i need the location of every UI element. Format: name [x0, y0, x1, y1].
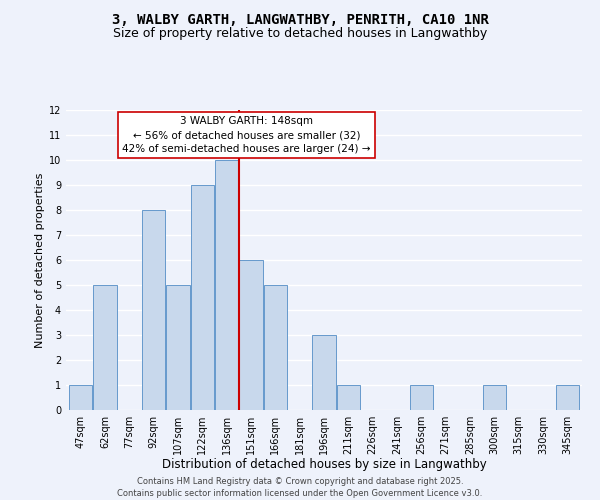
Bar — [239, 260, 263, 410]
Bar — [94, 285, 116, 410]
Bar — [215, 160, 238, 410]
Bar — [166, 285, 190, 410]
Text: Contains HM Land Registry data © Crown copyright and database right 2025.: Contains HM Land Registry data © Crown c… — [137, 478, 463, 486]
Bar — [313, 335, 335, 410]
Text: Contains public sector information licensed under the Open Government Licence v3: Contains public sector information licen… — [118, 489, 482, 498]
Bar — [410, 385, 433, 410]
Bar — [142, 210, 165, 410]
Text: 3 WALBY GARTH: 148sqm
← 56% of detached houses are smaller (32)
42% of semi-deta: 3 WALBY GARTH: 148sqm ← 56% of detached … — [122, 116, 371, 154]
Bar — [556, 385, 579, 410]
Text: 3, WALBY GARTH, LANGWATHBY, PENRITH, CA10 1NR: 3, WALBY GARTH, LANGWATHBY, PENRITH, CA1… — [112, 12, 488, 26]
Bar — [337, 385, 360, 410]
Y-axis label: Number of detached properties: Number of detached properties — [35, 172, 44, 348]
X-axis label: Distribution of detached houses by size in Langwathby: Distribution of detached houses by size … — [161, 458, 487, 471]
Bar — [191, 185, 214, 410]
Bar — [483, 385, 506, 410]
Text: Size of property relative to detached houses in Langwathby: Size of property relative to detached ho… — [113, 28, 487, 40]
Bar — [69, 385, 92, 410]
Bar — [264, 285, 287, 410]
